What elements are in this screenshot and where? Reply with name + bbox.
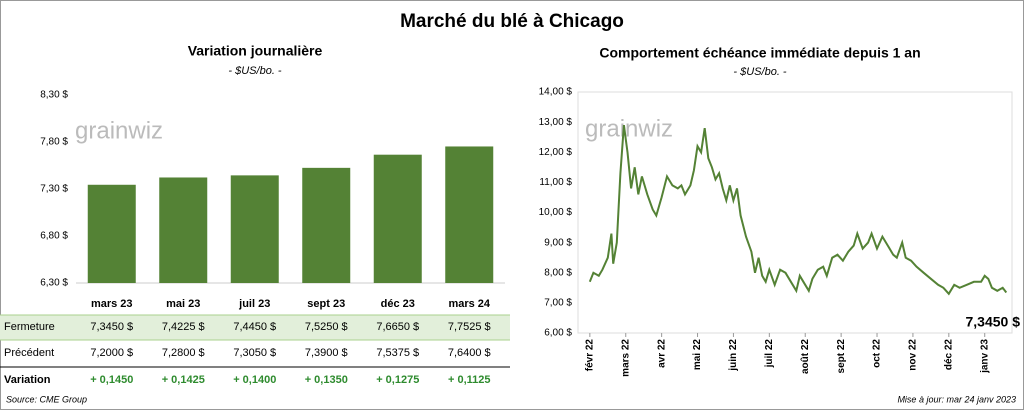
table-value: + 0,1350	[305, 374, 348, 386]
bar	[445, 146, 494, 283]
table-value: + 0,1450	[90, 374, 133, 386]
updated: Mise à jour: mar 24 janv 2023	[897, 394, 1016, 404]
y-tick-label: 13,00 $	[539, 117, 573, 128]
table-value: + 0,1400	[233, 374, 276, 386]
x-tick-label: avr 22	[656, 339, 667, 368]
closing-row-bg	[0, 315, 510, 340]
logo: grainwiz	[75, 117, 163, 144]
x-tick-label: juil 22	[764, 339, 775, 369]
x-tick-label: juil 23	[238, 298, 270, 310]
y-tick-label: 14,00 $	[539, 87, 573, 98]
bar-subtitle: - $US/bo. -	[228, 65, 282, 77]
y-tick-label: 6,80 $	[40, 231, 68, 242]
table-value: 7,5375 $	[376, 347, 419, 359]
x-tick-label: sept 22	[836, 339, 847, 374]
bar	[302, 167, 351, 283]
table-value: + 0,1275	[376, 374, 419, 386]
table-value: 7,2000 $	[90, 347, 133, 359]
y-tick-label: 8,00 $	[544, 267, 572, 278]
table-value: 7,6400 $	[448, 347, 491, 359]
row-label: Fermeture	[4, 321, 55, 333]
bar-title: Variation journalière	[188, 43, 323, 59]
y-tick-label: 11,00 $	[539, 177, 572, 188]
closing-value: 7,5250 $	[305, 321, 348, 333]
x-tick-label: mars 23	[91, 298, 133, 310]
table-value: 7,3050 $	[233, 347, 276, 359]
y-tick-label: 7,30 $	[40, 184, 68, 195]
bar	[87, 184, 136, 283]
x-tick-label: mars 24	[448, 298, 490, 310]
x-tick-label: déc 22	[943, 339, 954, 371]
x-tick-label: oct 22	[872, 339, 883, 368]
x-tick-label: nov 22	[908, 339, 919, 371]
y-tick-label: 10,00 $	[539, 207, 573, 218]
x-tick-label: mai 23	[166, 298, 200, 310]
y-tick-label: 8,30 $	[40, 90, 68, 101]
source: Source: CME Group	[6, 394, 87, 404]
price-line	[588, 124, 1008, 296]
plot-border	[577, 91, 1013, 334]
y-tick-label: 6,00 $	[544, 328, 572, 339]
x-tick-label: juin 22	[728, 339, 739, 372]
x-tick-label: déc 23	[381, 298, 415, 310]
closing-value: 7,6650 $	[376, 321, 419, 333]
bar	[159, 177, 208, 283]
table-value: 7,2800 $	[162, 347, 205, 359]
table-value: 7,3900 $	[305, 347, 348, 359]
x-tick-label: févr 22	[584, 339, 595, 372]
closing-value: 7,7525 $	[448, 321, 491, 333]
y-tick-label: 7,00 $	[544, 298, 572, 309]
closing-value: 7,4450 $	[233, 321, 276, 333]
last-value-label: 7,3450 $	[966, 314, 1021, 330]
closing-value: 7,3450 $	[90, 321, 133, 333]
bar	[230, 175, 279, 283]
main-title: Marché du blé à Chicago	[400, 11, 624, 32]
x-tick-label: mai 22	[692, 339, 703, 371]
row-label: Précédent	[4, 347, 54, 359]
logo: grainwiz	[585, 115, 673, 142]
closing-value: 7,4225 $	[162, 321, 205, 333]
table-value: + 0,1125	[448, 374, 491, 386]
line-subtitle: - $US/bo. -	[733, 66, 787, 78]
x-tick-label: août 22	[800, 339, 811, 374]
y-tick-label: 7,80 $	[40, 137, 68, 148]
y-tick-label: 9,00 $	[544, 237, 572, 248]
line-title: Comportement échéance immédiate depuis 1…	[599, 45, 920, 61]
x-tick-label: mars 22	[620, 339, 631, 377]
y-tick-label: 12,00 $	[539, 147, 573, 158]
y-tick-label: 6,30 $	[40, 278, 68, 289]
x-tick-label: janv 23	[979, 339, 990, 374]
row-label: Variation	[4, 374, 51, 386]
bar	[373, 154, 422, 283]
x-tick-label: sept 23	[307, 298, 345, 310]
table-value: + 0,1425	[162, 374, 205, 386]
